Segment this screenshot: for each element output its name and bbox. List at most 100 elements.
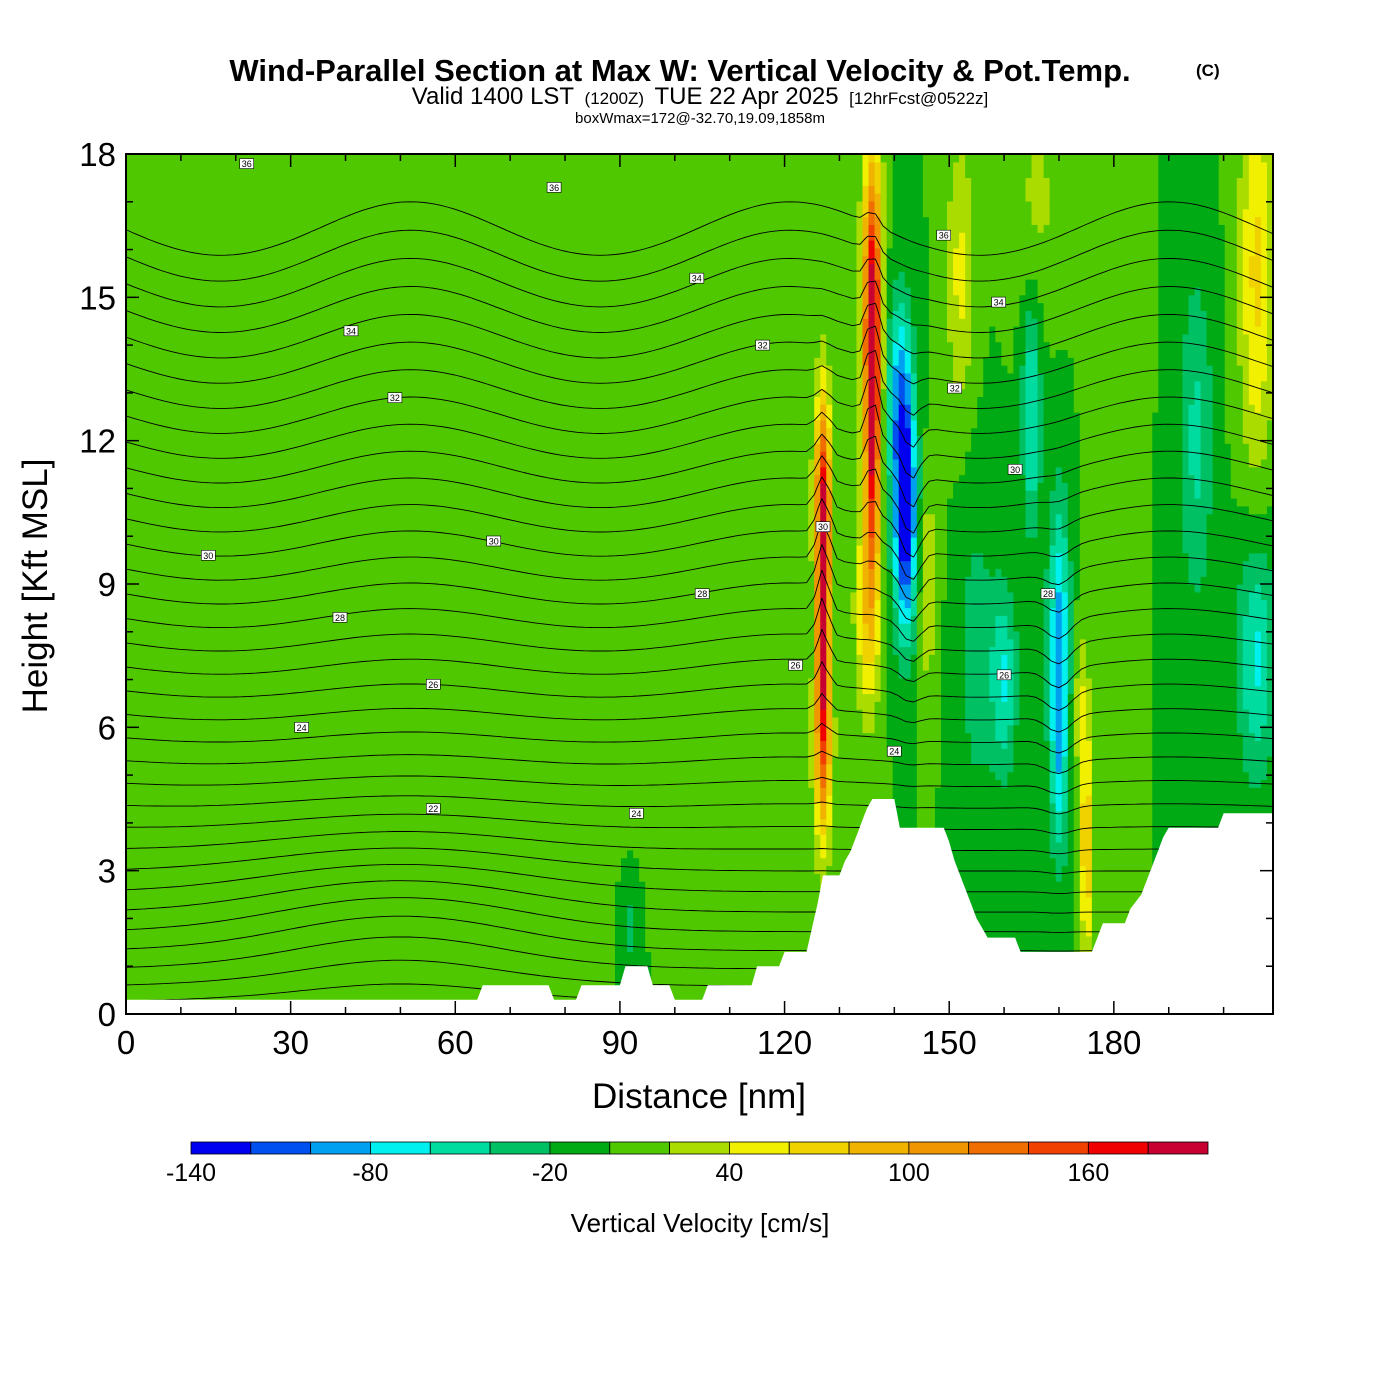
w-cell [892, 427, 900, 437]
w-cell [1025, 490, 1039, 499]
w-cell [862, 677, 876, 687]
w-cell [910, 365, 918, 374]
w-cell [868, 412, 876, 421]
w-cell [1248, 396, 1262, 405]
w-cell [1007, 771, 1051, 781]
w-cell [922, 435, 972, 444]
w-cell [1055, 756, 1063, 765]
w-cell [892, 224, 930, 233]
w-cell [1242, 169, 1250, 179]
w-cell [1091, 888, 1153, 898]
w-cell [1049, 795, 1057, 804]
w-cell [820, 756, 827, 765]
w-cell [1200, 419, 1214, 429]
w-cell [808, 466, 815, 476]
contour-label: 26 [425, 678, 441, 690]
w-cell [910, 443, 918, 452]
w-cell [880, 505, 888, 515]
w-cell [1218, 208, 1238, 218]
w-cell [1025, 474, 1039, 483]
w-cell [940, 646, 966, 655]
w-cell [1061, 607, 1069, 616]
w-cell [868, 349, 876, 358]
w-cell [880, 232, 888, 241]
w-cell [1001, 568, 1045, 577]
w-cell [868, 630, 876, 640]
w-cell [892, 521, 900, 530]
w-cell [1079, 740, 1093, 749]
w-cell [1055, 716, 1063, 726]
w-cell [1242, 576, 1273, 585]
w-cell [965, 654, 990, 663]
w-cell [1158, 193, 1220, 202]
w-cell [892, 388, 900, 397]
w-cell [1049, 630, 1057, 640]
w-cell [971, 326, 990, 335]
w-cell [916, 701, 942, 710]
w-cell [874, 349, 882, 358]
w-cell [126, 763, 809, 773]
w-cell [1212, 404, 1226, 413]
w-cell [1013, 333, 1027, 343]
w-cell [126, 255, 858, 265]
w-cell [916, 677, 942, 687]
w-cell [928, 255, 948, 265]
w-cell [1158, 177, 1220, 186]
w-cell [814, 654, 821, 663]
w-cell [1067, 857, 1075, 867]
w-cell [1055, 748, 1063, 757]
w-cell [971, 271, 1159, 280]
w-cell [826, 451, 833, 460]
w-cell [1061, 591, 1069, 601]
w-cell [971, 286, 1027, 296]
w-cell [898, 396, 906, 405]
w-cell [1242, 404, 1256, 413]
w-cell [1224, 302, 1238, 311]
w-cell [1037, 474, 1045, 483]
w-cell [1055, 724, 1063, 734]
w-cell [1152, 576, 1190, 585]
w-cell [922, 584, 936, 593]
w-cell [983, 388, 1021, 397]
w-cell [868, 419, 876, 429]
w-cell [880, 294, 888, 304]
w-cell [826, 513, 833, 523]
w-cell [820, 466, 827, 476]
w-cell [1073, 584, 1081, 593]
w-cell [1043, 607, 1051, 616]
w-cell [868, 357, 876, 366]
w-cell [1055, 763, 1063, 773]
w-cell [826, 599, 833, 609]
w-cell [1073, 763, 1081, 773]
x-tick-label: 30 [272, 1024, 309, 1061]
w-cell [916, 552, 924, 562]
contour-label: 28 [694, 588, 710, 599]
w-cell [1200, 302, 1226, 311]
w-cell [874, 200, 882, 210]
w-cell [868, 302, 876, 311]
w-cell [886, 349, 894, 358]
w-cell [1182, 365, 1214, 374]
w-cell [1248, 341, 1268, 351]
w-cell [1073, 701, 1081, 710]
w-cell [1248, 591, 1262, 601]
theta-contour [126, 544, 1273, 622]
w-cell [808, 693, 815, 702]
w-cell [826, 779, 833, 788]
theta-contour [126, 280, 1273, 333]
w-cell [874, 498, 882, 507]
w-cell [856, 310, 864, 319]
w-cell [1248, 451, 1268, 460]
w-cell [1079, 763, 1093, 773]
w-cell [892, 169, 924, 179]
w-cell [898, 638, 912, 648]
w-cell [862, 646, 876, 655]
contour-label: 32 [755, 339, 770, 351]
w-cell [862, 357, 870, 366]
w-cell [1152, 810, 1273, 820]
w-cell [1055, 709, 1063, 718]
w-cell [1266, 294, 1273, 304]
w-cell [808, 748, 815, 757]
w-cell [1043, 169, 1159, 179]
w-cell [1224, 365, 1244, 374]
